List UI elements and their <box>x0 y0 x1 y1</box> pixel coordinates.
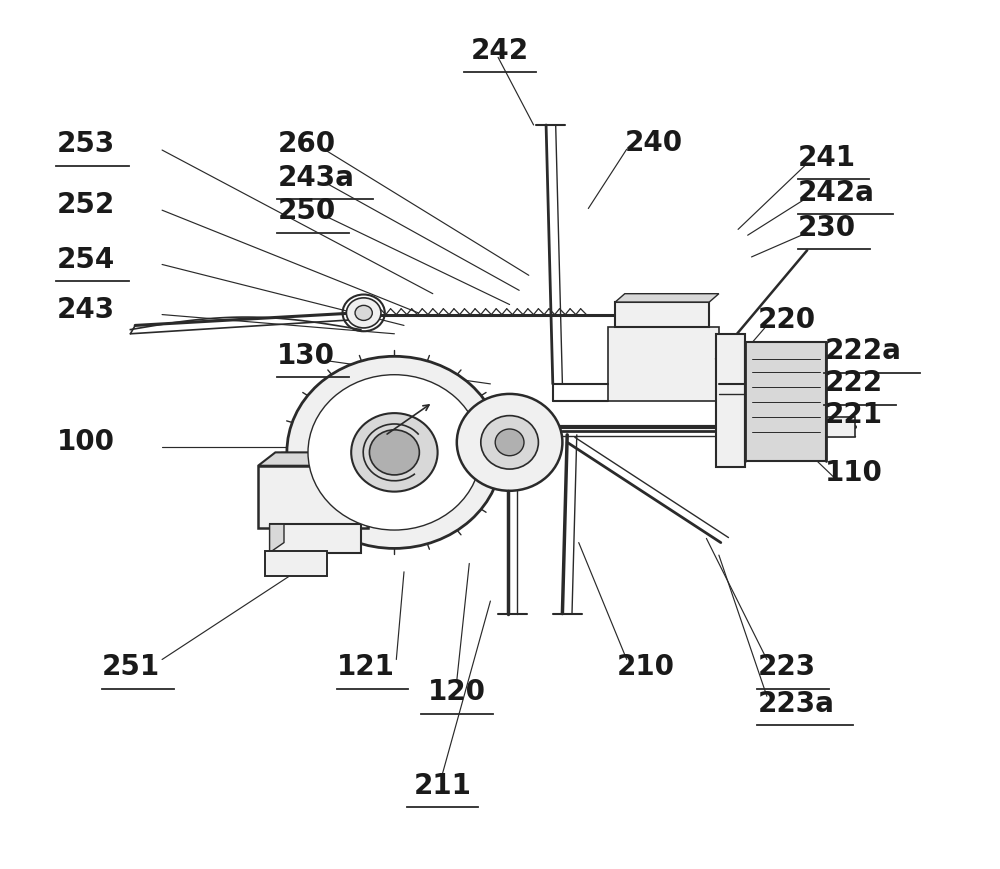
Text: 223: 223 <box>757 653 815 680</box>
Text: 222: 222 <box>824 368 883 397</box>
Text: 241: 241 <box>798 143 856 171</box>
Text: 223a: 223a <box>757 689 834 717</box>
Ellipse shape <box>351 414 438 492</box>
Text: 253: 253 <box>56 130 115 158</box>
Ellipse shape <box>457 395 562 491</box>
Polygon shape <box>270 525 361 553</box>
Text: 120: 120 <box>428 678 486 706</box>
Text: 110: 110 <box>824 458 882 486</box>
Text: 242: 242 <box>471 36 529 64</box>
Polygon shape <box>745 342 826 461</box>
Polygon shape <box>608 328 719 401</box>
Text: 252: 252 <box>56 191 115 219</box>
Text: 243a: 243a <box>277 163 354 191</box>
Text: 130: 130 <box>277 342 335 369</box>
Text: 250: 250 <box>277 197 336 225</box>
Text: 222a: 222a <box>824 337 901 365</box>
Polygon shape <box>716 335 745 468</box>
Ellipse shape <box>495 429 524 456</box>
Text: 260: 260 <box>277 130 335 158</box>
Text: 210: 210 <box>617 653 675 680</box>
Text: 211: 211 <box>413 771 471 799</box>
Polygon shape <box>826 418 855 438</box>
Text: 230: 230 <box>798 214 856 242</box>
Polygon shape <box>368 453 385 528</box>
Text: 242a: 242a <box>798 179 874 207</box>
Polygon shape <box>258 453 385 466</box>
Text: 240: 240 <box>625 129 683 156</box>
Ellipse shape <box>355 306 372 321</box>
Polygon shape <box>615 295 719 302</box>
Polygon shape <box>615 302 709 328</box>
Text: 221: 221 <box>824 401 882 428</box>
Text: 121: 121 <box>337 653 395 680</box>
Text: 254: 254 <box>56 245 115 273</box>
Polygon shape <box>258 466 368 528</box>
Text: 220: 220 <box>757 305 815 334</box>
Text: 100: 100 <box>56 428 114 455</box>
Ellipse shape <box>308 375 481 530</box>
Ellipse shape <box>287 357 502 549</box>
Ellipse shape <box>481 416 538 469</box>
Polygon shape <box>265 551 327 576</box>
Ellipse shape <box>346 299 381 328</box>
Ellipse shape <box>369 430 419 475</box>
Text: 243: 243 <box>56 295 115 323</box>
Polygon shape <box>270 525 284 553</box>
Text: 251: 251 <box>102 653 160 680</box>
